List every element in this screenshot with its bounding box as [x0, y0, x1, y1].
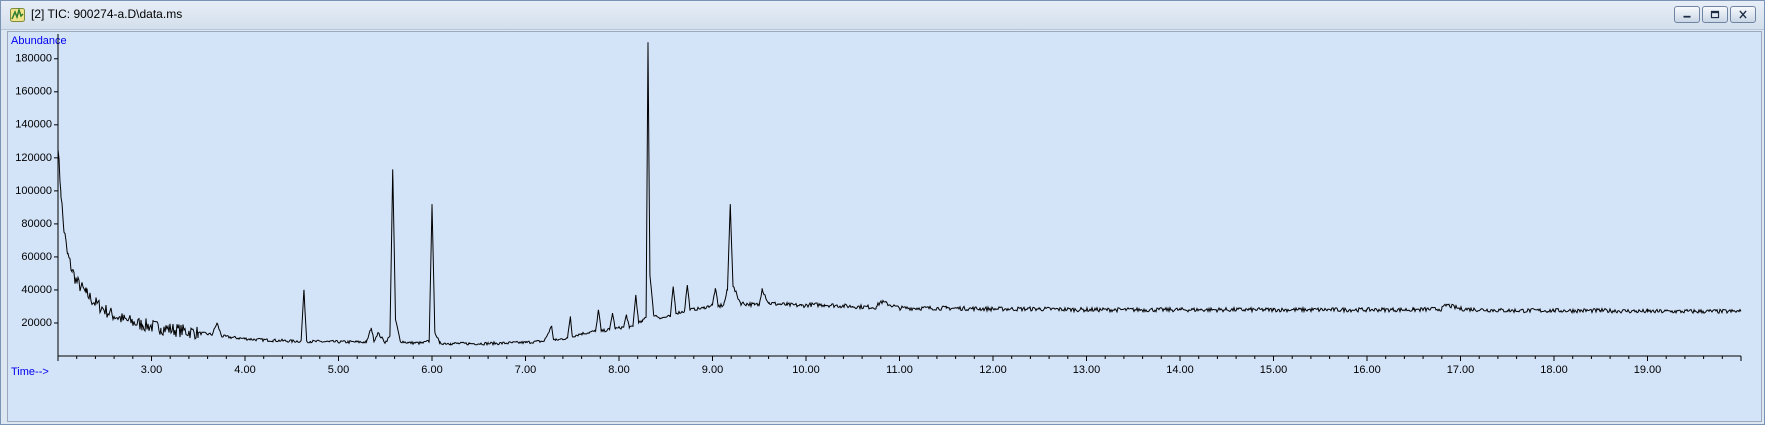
restore-button[interactable]: [1702, 6, 1728, 23]
close-button[interactable]: [1730, 6, 1756, 23]
x-tick-label: 5.00: [328, 364, 349, 376]
y-tick-label: 20000: [21, 317, 52, 329]
x-tick-label: 13.00: [1073, 364, 1101, 376]
x-tick-label: 7.00: [515, 364, 536, 376]
x-ticks: 3.00 4.00 5.00 6.00 7.00 8.00 9.00 10.00 11.00 12…: [57, 356, 1742, 376]
x-tick-label: 6.00: [421, 364, 442, 376]
plot-area[interactable]: Abundance Time--> 20000 40000 60000 80000 10…: [7, 31, 1762, 422]
y-tick-label: 140000: [15, 119, 52, 131]
x-tick-label: 10.00: [792, 364, 820, 376]
y-tick-label: 100000: [15, 185, 52, 197]
y-axis-label: Abundance: [11, 35, 67, 47]
chromatogram-icon: [10, 8, 25, 22]
tic-series-line: [57, 42, 1742, 347]
window-title: [2] TIC: 900274-a.D\data.ms: [31, 7, 183, 21]
window-controls: [1674, 6, 1756, 23]
y-tick-label: 80000: [21, 218, 52, 230]
restore-icon: [1710, 10, 1720, 19]
y-tick-label: 40000: [21, 284, 52, 296]
y-tick-label: 180000: [15, 53, 52, 65]
minimize-icon: [1683, 15, 1691, 18]
x-tick-label: 17.00: [1447, 364, 1475, 376]
y-ticks: 20000 40000 60000 80000 100000 120000 140000 16…: [15, 53, 58, 329]
x-tick-label: 19.00: [1634, 364, 1662, 376]
x-tick-label: 8.00: [608, 364, 629, 376]
x-axis-label: Time-->: [11, 366, 49, 378]
x-tick-label: 15.00: [1260, 364, 1288, 376]
y-tick-label: 60000: [21, 251, 52, 263]
tic-chart[interactable]: Abundance Time--> 20000 40000 60000 80000 10…: [8, 32, 1761, 421]
x-tick-label: 12.00: [979, 364, 1007, 376]
x-tick-label: 14.00: [1166, 364, 1194, 376]
x-tick-label: 3.00: [141, 364, 162, 376]
x-tick-label: 16.00: [1353, 364, 1381, 376]
x-tick-label: 18.00: [1540, 364, 1568, 376]
minimize-button[interactable]: [1674, 6, 1700, 23]
y-tick-label: 120000: [15, 152, 52, 164]
title-bar[interactable]: [2] TIC: 900274-a.D\data.ms: [1, 1, 1764, 30]
x-tick-label: 9.00: [702, 364, 723, 376]
x-tick-label: 11.00: [886, 364, 913, 376]
x-tick-label: 4.00: [234, 364, 255, 376]
close-icon: [1739, 10, 1747, 19]
y-tick-label: 160000: [15, 86, 52, 98]
